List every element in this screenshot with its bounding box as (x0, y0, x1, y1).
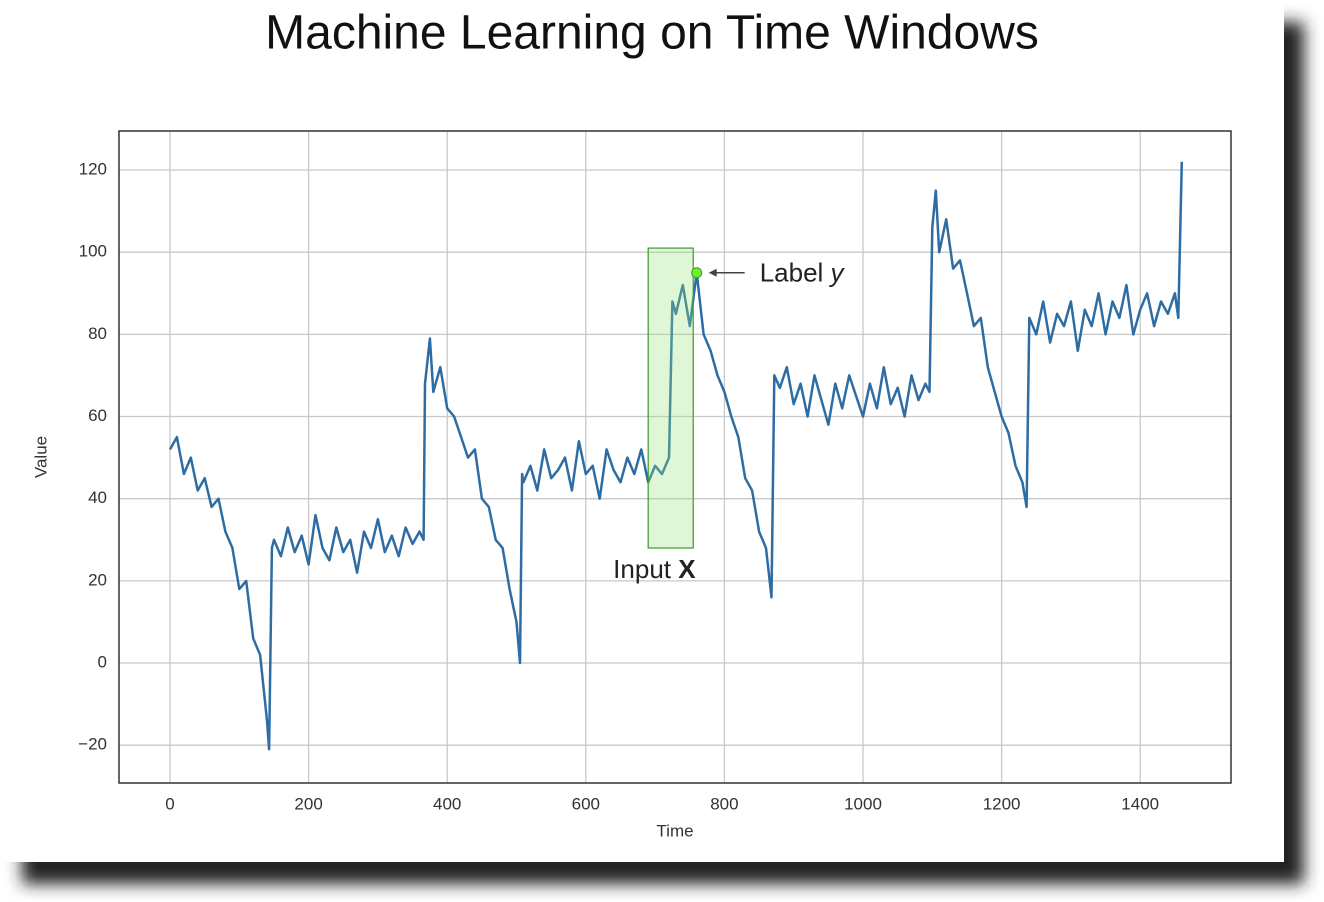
y-tick-label: 40 (88, 488, 107, 507)
y-tick-label: 100 (79, 242, 107, 261)
x-tick-label: 200 (294, 794, 322, 813)
x-tick-label: 1400 (1121, 794, 1159, 813)
y-tick-label: 120 (79, 160, 107, 179)
y-tick-label: 0 (98, 653, 107, 672)
label-word: Label (760, 258, 831, 288)
slide-background (0, 0, 1284, 862)
label-arrowhead (708, 268, 717, 277)
input-text: Input (613, 554, 678, 584)
y-tick-label: 20 (88, 570, 107, 589)
y-axis-label: Value (31, 436, 50, 478)
series-line (168, 161, 1184, 751)
y-tick-label: 80 (88, 324, 107, 343)
x-tick-label: 1200 (983, 794, 1021, 813)
slide-title: Machine Learning on Time Windows (265, 7, 1039, 60)
label-point (691, 267, 703, 279)
y-tick-label: −20 (78, 735, 107, 754)
x-axis-label: Time (656, 821, 693, 840)
input-label: Input X (613, 554, 696, 584)
x-tick-label: 800 (710, 794, 738, 813)
x-tick-label: 1000 (844, 794, 882, 813)
plot-frame (118, 130, 1232, 784)
input-window (647, 247, 694, 549)
x-tick-label: 400 (433, 794, 461, 813)
x-tick-label: 600 (572, 794, 600, 813)
label-symbol: y (829, 258, 846, 288)
input-symbol: X (678, 554, 696, 584)
y-tick-label: 60 (88, 406, 107, 425)
label-text: Label y (760, 258, 846, 288)
x-tick-label: 0 (165, 794, 174, 813)
